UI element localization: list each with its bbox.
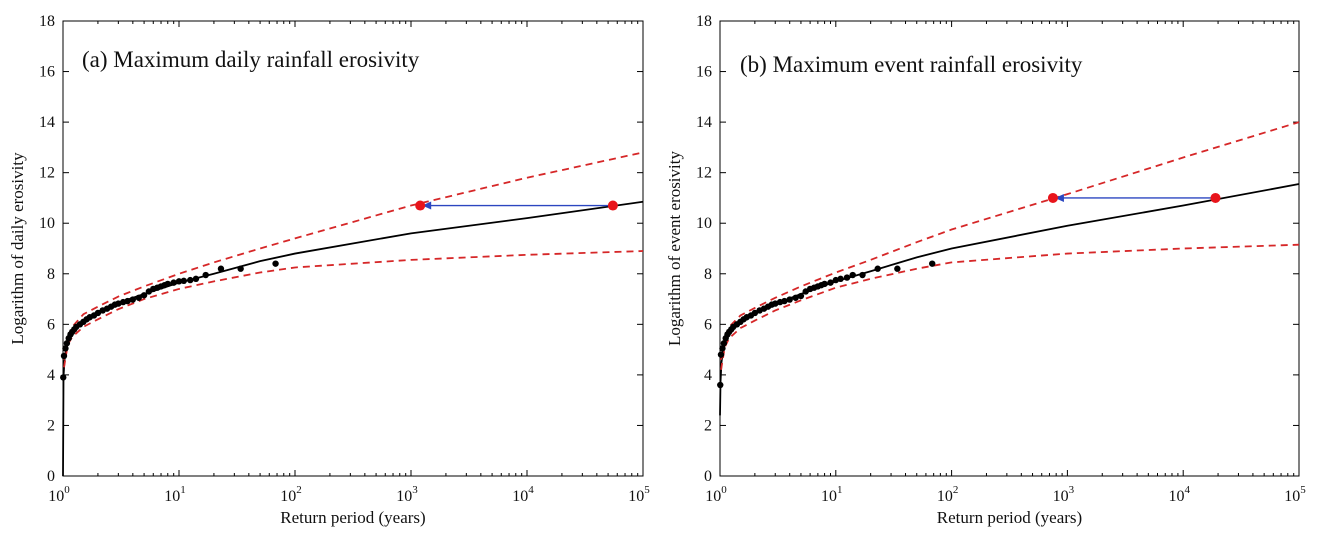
x-tick-label: 101: [821, 484, 843, 505]
observed-point: [94, 309, 102, 317]
observed-point: [217, 265, 225, 272]
observed-point: [720, 340, 728, 347]
panel-title: (b) Maximum event rainfall erosivity: [740, 52, 1083, 77]
panel-title: (a) Maximum daily rainfall erosivity: [82, 47, 420, 72]
x-tick-label: 104: [512, 484, 534, 505]
y-tick-label: 6: [704, 316, 712, 333]
return-level-marker: [607, 200, 618, 211]
plot-area-frame: [62, 20, 644, 477]
y-tick-label: 14: [39, 114, 55, 131]
y-tick-label: 10: [696, 215, 712, 232]
x-axis-title: Return period (years): [937, 508, 1082, 527]
observed-point: [187, 276, 194, 284]
x-tick-label: 102: [280, 484, 302, 505]
y-tick-label: 6: [47, 316, 55, 333]
x-axis-title: Return period (years): [280, 508, 425, 527]
observed-point: [63, 340, 71, 347]
return-level-marker: [1047, 192, 1058, 203]
observed-point: [124, 297, 131, 305]
return-level-marker: [415, 200, 426, 211]
observed-point: [786, 296, 793, 303]
lower-bound-curve: [720, 243, 1300, 370]
arrow-head: [422, 201, 432, 210]
lower-bound-curve: [63, 250, 644, 368]
y-axis-title: Logarithm of daily erosivity: [8, 152, 27, 345]
observed-point: [62, 345, 69, 352]
x-tick-label: 101: [164, 484, 186, 505]
fitted-curve: [62, 200, 644, 477]
y-tick-label: 16: [39, 64, 55, 81]
y-tick-label: 18: [696, 13, 712, 30]
observed-point: [832, 276, 839, 284]
observed-point: [272, 260, 279, 267]
observed-point: [717, 381, 724, 389]
plot-area-frame: [719, 20, 1300, 477]
y-tick-label: 0: [47, 468, 55, 485]
x-tick-label: 100: [48, 484, 70, 505]
upper-bound-curve: [720, 121, 1300, 360]
y-tick-label: 8: [47, 266, 55, 283]
y-tick-label: 14: [696, 114, 712, 131]
y-tick-label: 18: [39, 13, 55, 30]
observed-point: [202, 271, 209, 279]
observed-point: [60, 374, 67, 381]
observed-point: [792, 294, 799, 301]
y-tick-label: 8: [704, 266, 712, 283]
y-tick-label: 12: [696, 165, 712, 182]
y-tick-label: 2: [47, 417, 55, 434]
x-tick-label: 103: [1053, 484, 1075, 505]
y-tick-label: 4: [47, 367, 55, 384]
panel-a: 0 2 4 6 8 10 12 14 16 18 100 101 102 103 104 105 Return …: [8, 13, 650, 527]
observed-point: [164, 280, 171, 288]
y-tick-label: 2: [704, 417, 712, 434]
observed-point: [751, 309, 759, 317]
y-tick-label: 16: [696, 64, 712, 81]
observed-point: [874, 265, 881, 272]
observed-point: [894, 265, 901, 272]
observed-point: [781, 297, 788, 305]
observed-point: [843, 274, 851, 281]
observed-point: [929, 260, 936, 267]
observed-point: [60, 352, 68, 360]
y-tick-label: 0: [704, 468, 712, 485]
y-axis-title: Logarithm of event erosivity: [665, 151, 684, 346]
y-tick-label: 10: [39, 215, 55, 232]
observed-point: [140, 292, 148, 299]
observed-point: [192, 275, 200, 283]
observed-point: [175, 278, 183, 285]
observed-point: [129, 296, 137, 303]
observed-point: [797, 292, 805, 300]
observed-point: [821, 280, 828, 288]
observed-point: [115, 300, 122, 307]
x-tick-label: 102: [937, 484, 959, 505]
observed-point: [135, 294, 142, 301]
observed-point: [719, 345, 726, 352]
y-tick-label: 4: [704, 367, 712, 384]
observed-point: [180, 277, 188, 285]
arrow-head: [1054, 193, 1064, 202]
panel-b: 0 2 4 6 8 10 12 14 16 18 100 101 102 103 104 105 Return …: [665, 13, 1306, 527]
observed-point: [837, 275, 844, 283]
fitted-curve: [719, 183, 1300, 416]
observed-point: [717, 351, 725, 358]
y-tick-label: 12: [39, 165, 55, 182]
observed-point: [827, 279, 834, 286]
x-tick-label: 100: [705, 484, 727, 505]
x-tick-label: 104: [1168, 484, 1190, 505]
x-tick-label: 103: [396, 484, 418, 505]
upper-bound-curve: [63, 151, 644, 360]
observed-point: [849, 271, 856, 279]
x-tick-label: 105: [1284, 484, 1306, 505]
observed-point: [170, 279, 177, 286]
observed-point: [859, 271, 866, 279]
observed-point: [237, 265, 244, 272]
x-tick-label: 105: [628, 484, 650, 505]
return-level-marker: [1210, 192, 1221, 203]
